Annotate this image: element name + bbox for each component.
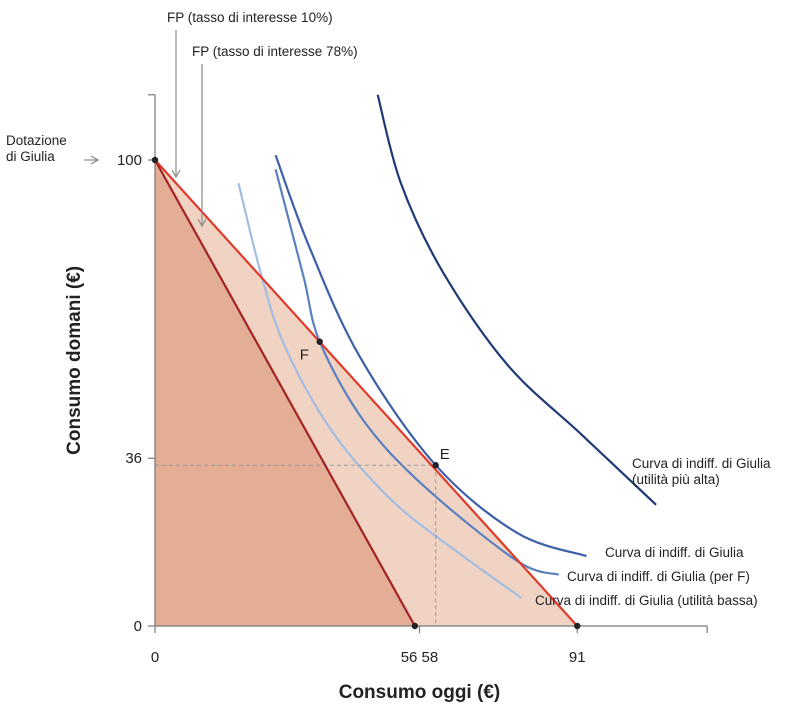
budget-line-2 (154, 159, 416, 627)
indifference-curve-4 (376, 94, 657, 506)
budget-line-label-1: FP (tasso di interesse 10%) (167, 10, 333, 25)
x-axis-title: Consumo oggi (€) (339, 682, 500, 703)
y-tick-label: 100 (117, 152, 142, 169)
indifference-curve-3 (274, 154, 587, 558)
indifference-curve-label-2: Curva di indiff. di Giulia (per F) (567, 569, 750, 584)
x-tick-label: 56 58 (401, 649, 439, 666)
indifference-curve-label-1: Curva di indiff. di Giulia (utilità bass… (535, 593, 758, 608)
y-tick-label: 0 (134, 618, 142, 635)
endowment-point (151, 156, 159, 164)
point-f (316, 338, 323, 345)
y-axis-title: Consumo domani (€) (64, 266, 85, 455)
point-e (432, 462, 439, 469)
endowment-label: Dotazione di Giulia (6, 133, 67, 164)
x-intercept-point-1 (574, 622, 581, 630)
y-tick-label: 36 (125, 450, 142, 467)
axes (148, 94, 708, 633)
budget-line-label-2: FP (tasso di interesse 78%) (192, 44, 358, 59)
budget-lines (154, 159, 579, 627)
reference-lines (155, 464, 437, 626)
indifference-curve-label-4: Curva di indiff. di Giulia (utilità più a… (632, 456, 771, 487)
x-tick-label: 0 (151, 649, 159, 666)
budget-line-1 (154, 159, 579, 627)
indifference-curve-2 (274, 169, 560, 576)
x-intercept-point-2 (411, 622, 419, 630)
point-e-label: E (440, 446, 450, 463)
chart-labels: Curva di indiff. di Giulia (utilità bass… (6, 10, 771, 703)
indifference-curve-label-3: Curva di indiff. di Giulia (605, 545, 744, 560)
point-f-label: F (300, 347, 309, 364)
x-tick-label: 91 (569, 649, 586, 666)
chart-points (151, 156, 581, 630)
